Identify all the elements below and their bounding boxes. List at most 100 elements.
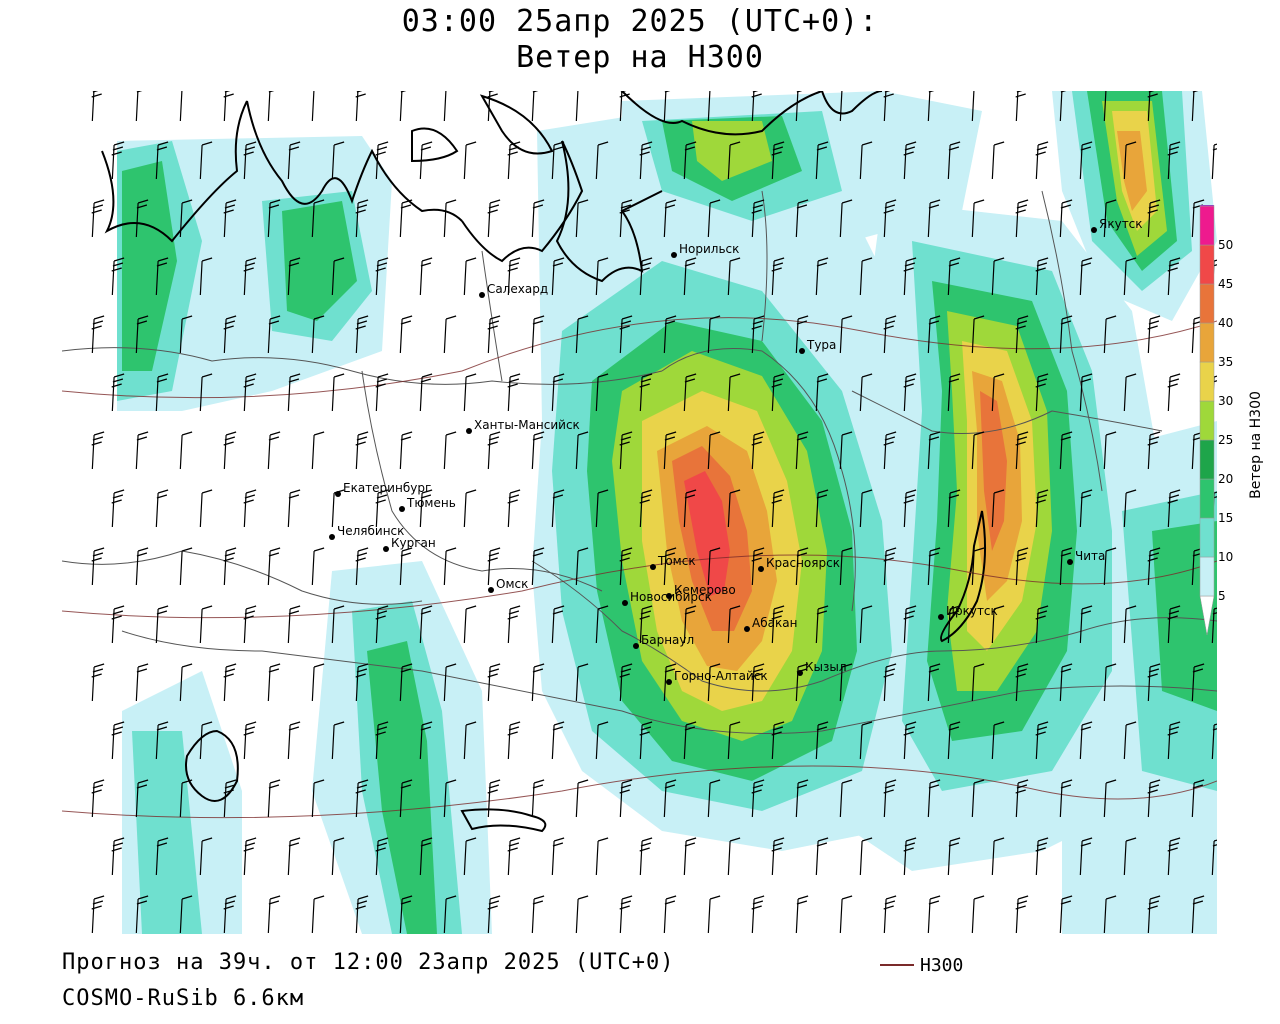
wind-barb [947,373,961,412]
city-dot [383,546,389,552]
city-label: Барнаул [641,633,694,647]
wind-barb [683,141,697,180]
wind-barb [419,489,433,528]
wind-barb [179,895,193,934]
wind-barb [927,547,941,586]
wind-barb [595,837,609,876]
city-markers: Салехард Норильск Якутск Тура Ханты-Мансийск… [329,217,1143,685]
wind-barb [199,257,213,296]
wind-barb [375,837,389,876]
wind-barb [1059,91,1067,122]
wind-barb [927,663,941,702]
wind-barb [771,605,785,644]
wind-barb [1035,721,1049,760]
wind-barb [419,373,433,412]
city-dot [666,593,672,599]
wind-barb [1015,895,1029,934]
wind-barb [1123,605,1137,644]
wind-barb [267,663,281,702]
wind-barb [199,721,213,760]
wind-barb [331,837,345,876]
contour-legend-label: H300 [920,954,964,976]
wind-barb [91,315,105,354]
wind-barb [111,837,125,876]
colorbar-swatch [1199,517,1215,558]
wind-barb [883,315,897,354]
wind-barb [639,837,653,876]
wind-barb [243,141,257,180]
wind-barb [111,721,125,760]
contour-legend: H300 [880,953,963,977]
wind-barb [1035,373,1049,412]
wind-barb [575,431,589,470]
wind-barb [663,199,677,238]
wind-barb [1059,547,1073,586]
wind-barb [839,91,843,122]
wind-barb [1147,895,1161,934]
wind-barb [663,431,677,470]
city-label: Омск [496,577,528,591]
city-dot [335,491,341,497]
wind-barb [619,91,630,122]
city-label: Салехард [487,282,548,296]
wind-barb [751,895,765,934]
wind-barb [971,663,985,702]
wind-barb [1015,547,1029,586]
wind-barb [619,199,633,238]
wind-barb [287,605,301,644]
wind-barb [1191,91,1199,122]
colorbar-tick-label: 15 [1218,511,1233,525]
city-dot [744,626,750,632]
wind-barb [839,779,853,818]
wind-barb [903,489,917,528]
wind-barb [135,91,143,122]
wind-barb [287,257,301,296]
wind-barb [531,199,545,238]
wind-barb [1147,199,1161,238]
wind-barb [595,141,609,180]
wind-barb [707,895,721,934]
wind-barb [507,257,521,296]
wind-barb [1103,779,1117,818]
city-dot [1091,227,1097,233]
wind-barb [859,605,873,644]
wind-barb [443,199,457,238]
wind-barb [859,721,873,760]
wind-barb [1167,721,1181,760]
wind-barb [683,489,697,528]
wind-barb [135,199,149,238]
wind-barb [155,257,169,296]
colorbar-tick-label: 20 [1218,472,1233,486]
wind-barb [355,91,366,122]
wind-barb [551,837,565,876]
wind-field-45 [684,471,730,596]
wind-barb [443,895,457,934]
wind-barb [199,489,213,528]
wind-barb [815,257,829,296]
wind-barb [179,91,183,122]
colorbar-swatch [1199,478,1215,519]
wind-barb [91,895,105,934]
wind-barb [551,373,565,412]
wind-barb [575,779,589,818]
wind-barb [859,257,873,296]
wind-barb [311,431,325,470]
wind-barb [727,141,741,180]
wind-barb [355,895,369,934]
wind-barbs [91,91,1217,934]
wind-barb [531,547,545,586]
wind-barb [267,779,281,818]
colorbar-swatch [1199,205,1215,246]
city-dot [622,600,628,606]
wind-barb [243,489,257,528]
wind-barb [771,373,785,412]
wind-barb [883,779,897,818]
wind-barb [155,605,169,644]
wind-barb [1059,431,1073,470]
wind-barb [927,431,941,470]
wind-barb [223,431,237,470]
wind-barb [443,315,457,354]
wind-barb [487,547,501,586]
wind-barb [683,605,697,644]
wind-barb [399,199,413,238]
